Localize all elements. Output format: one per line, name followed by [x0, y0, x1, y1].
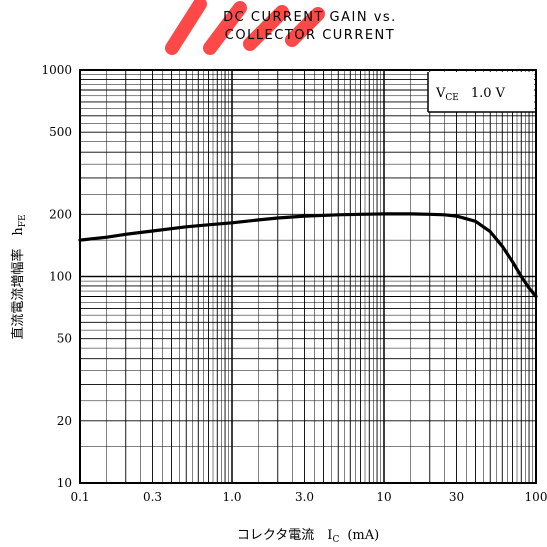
watermark	[165, 0, 325, 55]
y-tick-labels: 10 20 50 100 200 500 1000	[41, 63, 72, 490]
x-tick-label-6: 100	[525, 490, 547, 504]
x-axis-label: コレクタ電流 IC (mA)	[237, 528, 379, 545]
series-line-0	[78, 212, 538, 299]
chart-title-line-1: DC CURRENT GAIN vs.	[223, 10, 397, 25]
x-tick-label-5: 30	[449, 490, 464, 504]
y-tick-label-4: 200	[49, 207, 72, 221]
y-tick-label-0: 10	[57, 476, 72, 490]
y-tick-label-1: 20	[57, 414, 72, 428]
y-tick-label-6: 1000	[41, 63, 72, 77]
x-tick-label-0: 0.1	[70, 490, 89, 504]
watermark-stroke-3	[285, 7, 325, 47]
x-tick-label-1: 0.3	[143, 490, 162, 504]
y-tick-label-5: 500	[49, 125, 72, 139]
grid	[79, 69, 537, 484]
watermark-stroke-2	[243, 5, 289, 51]
x-tick-label-4: 10	[376, 490, 391, 504]
x-tick-labels: 0.1 0.3 1.0 3.0 10 30 100	[70, 490, 547, 504]
series-layer	[78, 212, 538, 299]
x-tick-label-3: 3.0	[295, 490, 314, 504]
chart-title-line-2: COLLECTOR CURRENT	[225, 28, 395, 43]
condition-label: VCE 1.0 V	[435, 86, 506, 103]
watermark-stroke-0	[165, 0, 207, 55]
y-tick-label-2: 50	[57, 332, 72, 346]
x-tick-label-2: 1.0	[222, 490, 241, 504]
y-axis-label: 直流電流増幅率 hFE	[10, 214, 28, 339]
condition-box	[428, 72, 534, 112]
plot-frame	[79, 69, 537, 484]
y-tick-label-3: 100	[49, 270, 72, 284]
watermark-stroke-1	[203, 1, 247, 55]
